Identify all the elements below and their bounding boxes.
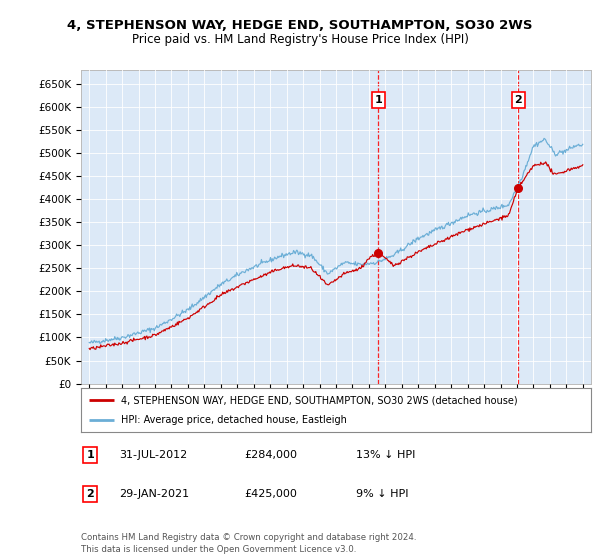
Text: 4, STEPHENSON WAY, HEDGE END, SOUTHAMPTON, SO30 2WS: 4, STEPHENSON WAY, HEDGE END, SOUTHAMPTO… (67, 18, 533, 32)
Text: Contains HM Land Registry data © Crown copyright and database right 2024.: Contains HM Land Registry data © Crown c… (81, 533, 416, 542)
Text: 1: 1 (86, 450, 94, 460)
Text: £425,000: £425,000 (244, 489, 297, 500)
Text: 13% ↓ HPI: 13% ↓ HPI (356, 450, 416, 460)
Text: 29-JAN-2021: 29-JAN-2021 (119, 489, 190, 500)
Text: £284,000: £284,000 (244, 450, 297, 460)
Text: 9% ↓ HPI: 9% ↓ HPI (356, 489, 409, 500)
Text: HPI: Average price, detached house, Eastleigh: HPI: Average price, detached house, East… (121, 415, 347, 425)
Text: 4, STEPHENSON WAY, HEDGE END, SOUTHAMPTON, SO30 2WS (detached house): 4, STEPHENSON WAY, HEDGE END, SOUTHAMPTO… (121, 395, 517, 405)
Text: 2: 2 (86, 489, 94, 500)
Text: 1: 1 (374, 95, 382, 105)
Text: 2: 2 (514, 95, 522, 105)
Text: 31-JUL-2012: 31-JUL-2012 (119, 450, 187, 460)
Text: This data is licensed under the Open Government Licence v3.0.: This data is licensed under the Open Gov… (81, 545, 356, 554)
Text: Price paid vs. HM Land Registry's House Price Index (HPI): Price paid vs. HM Land Registry's House … (131, 32, 469, 46)
